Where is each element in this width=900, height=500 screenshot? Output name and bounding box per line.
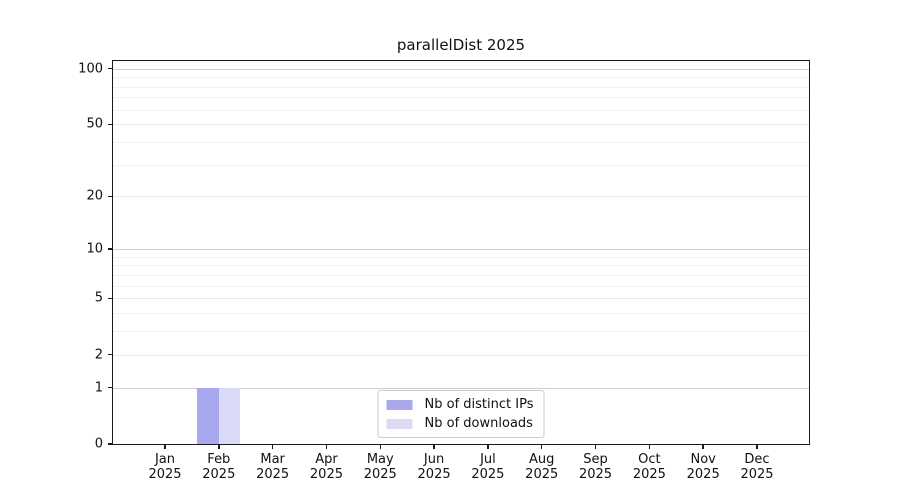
y-gridline bbox=[113, 313, 809, 315]
x-tick-mark bbox=[487, 445, 489, 449]
x-tick-label: May 2025 bbox=[363, 452, 397, 482]
distinct-ips-swatch bbox=[386, 399, 413, 410]
x-tick-mark bbox=[218, 445, 220, 449]
plot-area: Nb of distinct IPs Nb of downloads bbox=[112, 60, 810, 445]
x-tick-label: Oct 2025 bbox=[632, 452, 666, 482]
y-gridline bbox=[113, 164, 809, 166]
y-gridline bbox=[113, 141, 809, 143]
x-tick-label: Dec 2025 bbox=[740, 452, 774, 482]
x-tick-mark bbox=[433, 445, 435, 449]
legend-item-downloads: Nb of downloads bbox=[386, 416, 534, 431]
x-tick-mark bbox=[271, 445, 274, 449]
downloads-swatch bbox=[386, 418, 413, 429]
y-gridline bbox=[113, 354, 809, 356]
bar-distinct-ips bbox=[197, 387, 219, 444]
x-tick-label: Nov 2025 bbox=[686, 452, 720, 482]
x-tick-label: Aug 2025 bbox=[525, 452, 559, 482]
x-tick-mark bbox=[541, 445, 543, 449]
y-gridline bbox=[113, 285, 809, 287]
y-gridline bbox=[113, 86, 809, 88]
y-gridline bbox=[113, 265, 809, 267]
x-tick-label: Mar 2025 bbox=[256, 452, 290, 482]
legend-item-distinct-ips: Nb of distinct IPs bbox=[386, 397, 534, 412]
y-tick-label: 20 bbox=[86, 188, 103, 204]
y-tick-label: 1 bbox=[94, 380, 103, 396]
y-tick-label: 10 bbox=[86, 241, 103, 257]
y-tick-mark bbox=[108, 297, 112, 299]
x-tick-mark bbox=[164, 445, 166, 449]
x-tick-mark bbox=[648, 445, 651, 449]
y-tick-mark bbox=[108, 123, 112, 125]
x-tick-label: Feb 2025 bbox=[202, 452, 236, 482]
x-tick-mark bbox=[379, 445, 381, 449]
y-tick-label: 50 bbox=[86, 116, 103, 132]
x-tick-label: Jan 2025 bbox=[148, 452, 182, 482]
y-tick-mark bbox=[108, 248, 112, 250]
y-tick-label: 5 bbox=[94, 290, 103, 306]
y-gridline bbox=[113, 298, 809, 300]
x-tick-mark bbox=[756, 445, 758, 449]
y-tick-label: 100 bbox=[78, 61, 103, 77]
bar-downloads bbox=[218, 387, 241, 444]
y-gridline bbox=[113, 109, 809, 111]
legend: Nb of distinct IPs Nb of downloads bbox=[377, 390, 545, 438]
y-tick-label: 0 bbox=[94, 436, 103, 452]
x-tick-mark bbox=[594, 445, 597, 449]
y-tick-mark bbox=[108, 195, 112, 198]
legend-label-distinct-ips: Nb of distinct IPs bbox=[424, 397, 534, 412]
y-gridline bbox=[113, 387, 809, 389]
x-tick-label: Jul 2025 bbox=[471, 452, 505, 482]
x-tick-label: Jun 2025 bbox=[417, 452, 451, 482]
y-gridline bbox=[113, 274, 809, 276]
x-tick-mark bbox=[325, 445, 328, 449]
y-gridline bbox=[113, 124, 809, 126]
y-gridline bbox=[113, 331, 809, 333]
y-gridline bbox=[113, 97, 809, 99]
y-tick-label: 2 bbox=[94, 347, 103, 363]
x-tick-mark bbox=[702, 445, 704, 449]
y-gridline bbox=[113, 256, 809, 258]
y-tick-mark bbox=[108, 67, 112, 70]
y-gridline bbox=[113, 77, 809, 79]
legend-label-downloads: Nb of downloads bbox=[424, 416, 533, 431]
y-gridline bbox=[113, 68, 809, 70]
chart-title: parallelDist 2025 bbox=[396, 36, 526, 54]
y-tick-mark bbox=[108, 386, 112, 389]
y-tick-mark bbox=[108, 443, 112, 445]
y-gridline bbox=[113, 196, 809, 198]
x-tick-label: Apr 2025 bbox=[309, 452, 343, 482]
y-gridline bbox=[113, 248, 809, 250]
y-tick-mark bbox=[108, 353, 112, 356]
x-tick-label: Sep 2025 bbox=[578, 452, 613, 482]
